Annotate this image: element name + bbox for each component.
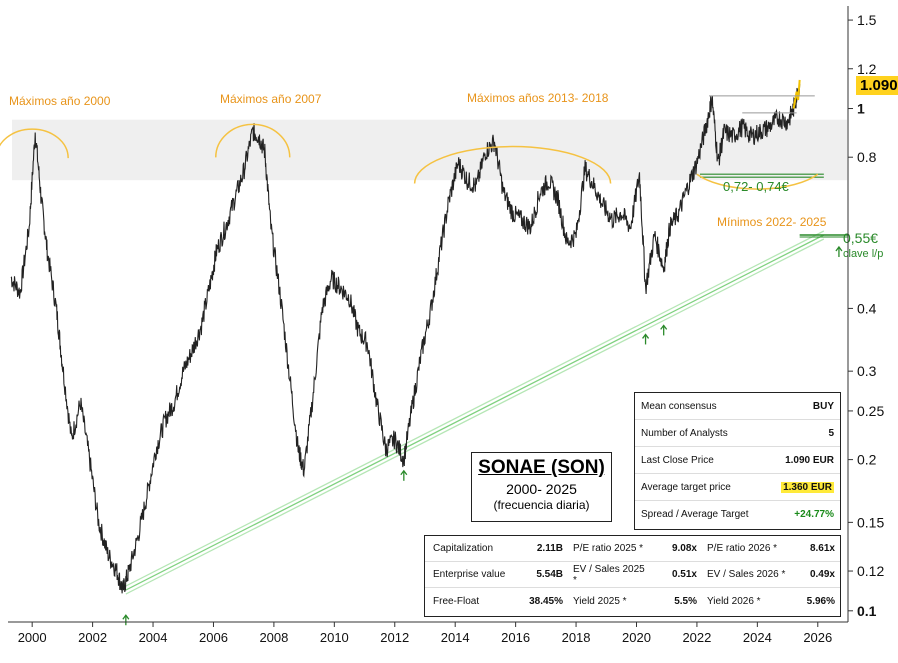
consensus-value: 5	[828, 427, 834, 439]
consensus-value: +24.77%	[794, 509, 834, 520]
y-tick-label: 0.3	[857, 363, 877, 379]
consensus-value: BUY	[812, 400, 834, 412]
y-tick-label: 0.12	[857, 563, 884, 579]
consensus-row: Last Close Price 1.090 EUR	[635, 447, 840, 474]
y-tick-label: 0.25	[857, 403, 884, 419]
fundamentals-row: Free-Float 38.45% Yield 2025 * 5.5% Yiel…	[425, 588, 840, 614]
chart-subtitle: 2000- 2025	[506, 481, 577, 497]
max-2013-2018-label: Máximos años 2013- 2018	[467, 91, 609, 105]
y-tick-label: 0.2	[857, 452, 877, 468]
y-tick-label: 1.5	[857, 12, 877, 28]
x-tick-label: 2016	[501, 630, 530, 645]
key-level-label: 0,55€	[843, 230, 878, 246]
fund-value: 0.51x	[671, 569, 697, 580]
price-line	[10, 83, 801, 594]
arrow-2012	[400, 469, 408, 476]
arrow-2020	[642, 333, 650, 339]
fund-value: 38.45%	[529, 595, 563, 607]
trendline	[125, 238, 825, 595]
y-tick-label: 0.4	[857, 300, 877, 316]
fund-label: P/E ratio 2025 *	[573, 543, 644, 554]
x-tick-label: 2022	[682, 630, 711, 645]
x-tick-label: 2000	[18, 630, 47, 645]
fund-label: EV / Sales 2026 *	[707, 569, 786, 580]
support-zone-label: 0,72- 0,74€	[723, 179, 790, 194]
consensus-row: Average target price 1.360 EUR	[635, 474, 840, 501]
y-tick-label: 0.8	[857, 149, 877, 165]
x-tick-label: 2008	[259, 630, 288, 645]
arrow-2003	[122, 614, 130, 620]
chart-title-box: SONAE (SON) 2000- 2025 (frecuencia diari…	[471, 452, 612, 522]
max-2007-label: Máximos año 2007	[220, 92, 322, 106]
fund-value: 9.08x	[671, 543, 697, 554]
y-tick-label: 1	[857, 101, 865, 117]
consensus-value: 1.360 EUR	[781, 481, 834, 493]
fund-label: Yield 2026 *	[707, 595, 761, 607]
x-tick-label: 2014	[441, 630, 470, 645]
y-tick-label: 0.1	[857, 603, 877, 619]
max-2000-arc	[0, 128, 69, 159]
x-tick-label: 2010	[320, 630, 349, 645]
consensus-row: Number of Analysts 5	[635, 420, 840, 447]
fund-value: 5.5%	[674, 595, 697, 607]
y-tick-label: 1.2	[857, 61, 877, 77]
consensus-table: Mean consensus BUY Number of Analysts 5 …	[634, 392, 841, 530]
fundamentals-row: Capitalization 2.11B P/E ratio 2025 * 9.…	[425, 536, 840, 562]
consensus-label: Mean consensus	[641, 400, 717, 412]
fund-value: 0.49x	[809, 569, 835, 580]
fund-label: Yield 2025 *	[573, 595, 627, 607]
last-price-tag: 1.090	[856, 76, 898, 95]
resistance-zone	[12, 119, 847, 181]
consensus-value: 1.090 EUR	[785, 454, 834, 466]
trendline	[125, 234, 825, 591]
fund-label: P/E ratio 2026 *	[707, 543, 778, 554]
y-tick-label: 0.15	[857, 514, 884, 530]
fund-value: 2.11B	[536, 543, 563, 554]
fund-label: Capitalization	[433, 543, 494, 554]
max-2000-label: Máximos año 2000	[9, 94, 111, 108]
fund-label: Free-Float	[433, 595, 480, 607]
arrow-2026	[835, 245, 843, 252]
key-level-note: clave l/p	[843, 248, 883, 260]
x-tick-label: 2004	[139, 630, 168, 645]
chart-note: (frecuencia diaria)	[493, 498, 590, 512]
max-2007-arc	[214, 123, 291, 158]
consensus-label: Number of Analysts	[641, 427, 728, 439]
fund-label: Enterprise value	[433, 569, 506, 580]
fundamentals-table: Capitalization 2.11B P/E ratio 2025 * 9.…	[424, 535, 841, 617]
trendline	[125, 230, 825, 587]
fund-value: 5.96%	[806, 595, 835, 607]
min-2022-2025-arc	[696, 173, 819, 190]
x-tick-label: 2020	[622, 630, 651, 645]
fund-label: EV / Sales 2025 *	[573, 563, 645, 586]
x-tick-label: 2018	[562, 630, 591, 645]
fund-value: 5.54B	[536, 569, 563, 580]
consensus-label: Last Close Price	[641, 454, 714, 466]
x-tick-label: 2024	[743, 630, 772, 645]
x-tick-label: 2006	[199, 630, 228, 645]
x-tick-label: 2026	[803, 630, 832, 645]
arrow-2021	[660, 324, 668, 330]
consensus-row: Spread / Average Target +24.77%	[635, 501, 840, 528]
consensus-label: Average target price	[641, 481, 731, 493]
chart-title: SONAE (SON)	[478, 457, 605, 478]
x-tick-label: 2002	[78, 630, 107, 645]
max-2013-2018-arc	[413, 145, 612, 184]
consensus-row: Mean consensus BUY	[635, 393, 840, 420]
min-2022-2025-label: Mínimos 2022- 2025	[717, 215, 827, 229]
fund-value: 8.61x	[809, 543, 835, 554]
x-tick-label: 2012	[380, 630, 409, 645]
fundamentals-row: Enterprise value 5.54B EV / Sales 2025 *…	[425, 562, 840, 588]
consensus-label: Spread / Average Target	[641, 509, 749, 520]
